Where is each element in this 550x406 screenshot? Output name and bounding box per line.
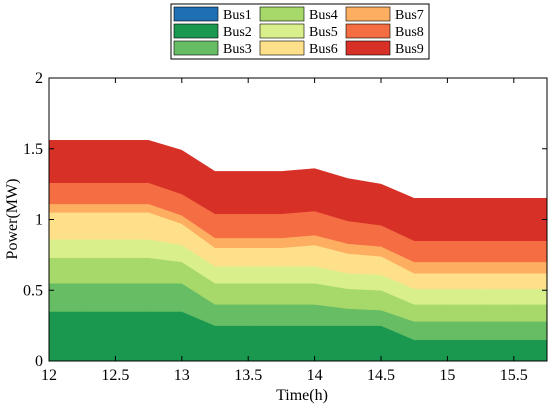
legend-swatch-bus9 (345, 40, 391, 56)
legend-swatch-bus3 (173, 40, 219, 56)
y-axis-label: Power(MW) (4, 179, 21, 260)
legend: Bus1 Bus2 Bus3 Bus4 Bus5 Bus6 Bus7 Bus8 Bus9 (170, 3, 430, 60)
x-tick-label: 14.5 (367, 367, 395, 384)
area-layers (48, 140, 548, 362)
legend-label-bus2: Bus2 (223, 25, 252, 40)
y-tick-label: 1 (35, 212, 43, 229)
y-tick-label: 0 (35, 353, 43, 370)
legend-label-bus7: Bus7 (395, 8, 424, 23)
legend-swatch-bus6 (259, 40, 305, 56)
legend-swatch-bus2 (173, 23, 219, 39)
x-tick-label: 13.5 (234, 367, 262, 384)
x-axis-label: Time(h) (276, 387, 328, 404)
legend-swatch-bus5 (259, 23, 305, 39)
y-tick-label: 2 (35, 70, 43, 87)
legend-label-bus8: Bus8 (395, 25, 424, 40)
x-tick-label: 14 (307, 367, 323, 384)
axis-ticks: 12 12.5 13 13.5 14 14.5 15 15.5 0 0.5 1 1.5 2 (23, 70, 547, 384)
x-tick-label: 15.5 (500, 367, 528, 384)
legend-swatch-bus7 (345, 6, 391, 22)
y-tick-label: 1.5 (23, 141, 43, 158)
legend-label-bus4: Bus4 (309, 8, 338, 23)
y-tick-label: 0.5 (23, 282, 43, 299)
x-tick-label: 13 (174, 367, 190, 384)
legend-label-bus5: Bus5 (309, 25, 338, 40)
legend-label-bus9: Bus9 (395, 42, 424, 57)
legend-label-bus6: Bus6 (309, 42, 338, 57)
legend-swatch-bus4 (259, 6, 305, 22)
legend-label-bus1: Bus1 (223, 8, 252, 23)
legend-label-bus3: Bus3 (223, 42, 252, 57)
legend-swatch-bus1 (173, 6, 219, 22)
legend-swatch-bus8 (345, 23, 391, 39)
x-tick-label: 15 (439, 367, 455, 384)
x-tick-label: 12.5 (101, 367, 129, 384)
x-tick-label: 12 (41, 367, 57, 384)
